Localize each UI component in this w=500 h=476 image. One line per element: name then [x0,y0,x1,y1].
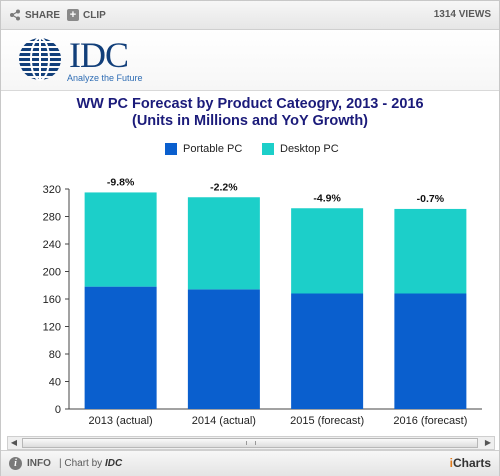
growth-annotation: -4.9% [313,192,341,204]
y-tick-label: 40 [49,377,61,389]
legend-item-portable[interactable]: Portable PC [165,143,242,155]
legend-swatch-portable [165,143,177,155]
legend-item-desktop[interactable]: Desktop PC [262,143,339,155]
info-icon: i [9,457,22,470]
chart-title-block: WW PC Forecast by Product Cateogry, 2013… [1,96,499,130]
chart-title: WW PC Forecast by Product Cateogry, 2013… [76,96,424,112]
bottom-toolbar: i INFO | Chart by IDC iCharts [1,450,499,476]
bar-desktop-pc-3 [291,208,364,294]
y-tick-label: 200 [43,267,61,279]
x-tick-label: 2015 (forecast) [290,415,364,427]
chart-subtitle: (Units in Millions and YoY Growth) [131,113,369,129]
y-tick-label: 160 [43,294,61,306]
y-tick-label: 280 [43,212,61,224]
bar-desktop-pc-2 [187,197,260,290]
bar-portable-pc-1 [84,286,157,409]
grip-icon [246,441,256,445]
scroll-left-icon[interactable]: ◀ [10,438,18,447]
growth-annotation: -2.2% [210,181,238,193]
chart-by-brand: IDC [104,458,123,469]
idc-globe-icon [19,37,61,81]
y-tick-label: 80 [49,349,61,361]
legend-swatch-desktop [262,143,274,155]
legend-label-portable: Portable PC [183,143,243,155]
top-toolbar: SHARE + CLIP 1314 VIEWS [1,1,499,30]
idc-tagline: Analyze the Future [67,73,143,83]
share-button[interactable]: SHARE [9,9,60,21]
share-icon [10,9,20,21]
share-label: SHARE [25,9,61,21]
y-tick-label: 0 [55,404,61,416]
horizontal-scrollbar[interactable]: ◀ ▶ [7,436,495,450]
x-tick-label: 2013 (actual) [89,415,153,427]
logo-area: IDC Analyze the Future [1,30,499,91]
views-count: 1314 VIEWS [433,9,491,20]
icharts-logo-rest: Charts [452,456,491,470]
bar-desktop-pc-4 [394,208,467,294]
chart-by: | Chart by IDC [59,458,122,469]
clip-button[interactable]: + CLIP [67,9,106,21]
scroll-right-icon[interactable]: ▶ [484,438,492,447]
bar-portable-pc-3 [291,293,364,409]
scrollbar-thumb[interactable] [22,438,478,448]
info-label: INFO [27,458,51,469]
bar-chart: 0 40 80 120 160 200 240 280 320 -9.8% 2013 (actual… [43,176,482,427]
bar-portable-pc-2 [187,289,260,409]
growth-annotation: -9.8% [107,176,135,188]
chart-by-prefix: | Chart by [59,458,103,469]
growth-annotation: -0.7% [417,193,445,205]
info-button[interactable]: i INFO [9,457,51,470]
chart-area: 0 40 80 120 160 200 240 280 320 -9.8% 2013 (actual… [1,91,499,431]
clip-label: CLIP [83,9,106,21]
bar-desktop-pc-1 [84,192,157,287]
x-tick-label: 2014 (actual) [192,415,256,427]
x-tick-label: 2016 (forecast) [393,415,467,427]
y-tick-label: 320 [43,184,61,196]
icharts-logo[interactable]: iCharts [450,456,491,470]
plus-icon: + [67,9,79,21]
y-tick-label: 120 [43,322,61,334]
bar-portable-pc-4 [394,293,467,409]
legend-label-desktop: Desktop PC [280,143,339,155]
y-tick-label: 240 [43,239,61,251]
icharts-logo-prefix: i [449,456,453,470]
idc-logo-text: IDC [69,35,129,75]
legend: Portable PC Desktop PC [1,143,499,159]
